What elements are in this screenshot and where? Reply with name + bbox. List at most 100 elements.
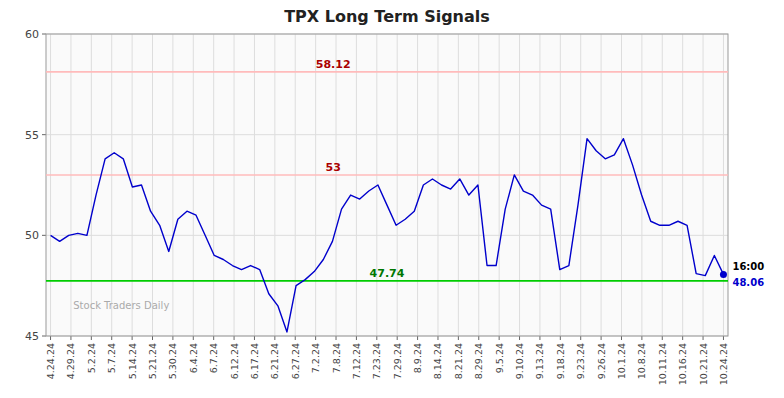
x-grid-line <box>213 34 214 336</box>
y-tick-label: 50 <box>25 229 39 242</box>
x-tick <box>274 336 275 340</box>
x-grid-line <box>254 34 255 336</box>
x-tick <box>560 336 561 340</box>
y-tick-label: 55 <box>25 129 39 142</box>
reference-label: 47.74 <box>370 267 405 280</box>
x-grid-line <box>111 34 112 336</box>
x-tick-label: 6.21.24 <box>269 343 280 379</box>
x-grid-line <box>437 34 438 336</box>
x-tick <box>70 336 71 340</box>
reference-line <box>46 71 728 73</box>
x-tick-label: 5.21.24 <box>147 343 158 379</box>
x-grid-line <box>560 34 561 336</box>
x-grid-line <box>234 34 235 336</box>
x-tick-label: 10.24.24 <box>718 343 729 385</box>
x-grid-line <box>274 34 275 336</box>
x-tick-label: 10.11.24 <box>657 343 668 385</box>
x-grid-line <box>315 34 316 336</box>
x-tick-label: 9.5.24 <box>494 343 505 373</box>
x-tick <box>682 336 683 340</box>
y-tick-label: 45 <box>25 330 39 343</box>
y-tick <box>42 34 46 35</box>
reference-label: 58.12 <box>316 58 351 71</box>
x-tick <box>193 336 194 340</box>
x-tick <box>111 336 112 340</box>
x-tick-label: 5.2.24 <box>86 343 97 373</box>
annotation: 48.06 <box>732 277 764 288</box>
x-grid-line <box>458 34 459 336</box>
x-tick-label: 4.24.24 <box>45 343 56 379</box>
watermark: Stock Traders Daily <box>73 300 169 311</box>
x-grid-line <box>50 34 51 336</box>
last-point <box>720 271 727 278</box>
reference-label: 53 <box>326 161 341 174</box>
y-tick-label: 60 <box>25 28 39 41</box>
x-tick-label: 10.16.24 <box>677 343 688 385</box>
x-grid-line <box>397 34 398 336</box>
x-tick <box>519 336 520 340</box>
x-grid-line <box>641 34 642 336</box>
x-grid-line <box>682 34 683 336</box>
x-tick-label: 6.27.24 <box>290 343 301 379</box>
x-tick <box>213 336 214 340</box>
x-tick-label: 5.7.24 <box>106 343 117 373</box>
x-tick <box>703 336 704 340</box>
x-tick-label: 10.21.24 <box>698 343 709 385</box>
x-tick <box>621 336 622 340</box>
x-tick <box>641 336 642 340</box>
x-tick-label: 6.4.24 <box>188 343 199 373</box>
y-grid-line <box>46 235 728 236</box>
x-tick-label: 7.23.24 <box>371 343 382 379</box>
x-grid-line <box>152 34 153 336</box>
x-tick-label: 5.30.24 <box>167 343 178 379</box>
x-grid-line <box>539 34 540 336</box>
plot-frame <box>46 34 728 336</box>
x-tick-label: 6.12.24 <box>229 343 240 379</box>
x-tick <box>539 336 540 340</box>
x-tick-label: 4.29.24 <box>65 343 76 379</box>
x-tick <box>662 336 663 340</box>
x-tick-label: 9.10.24 <box>514 343 525 379</box>
reference-line <box>46 280 728 282</box>
x-tick <box>132 336 133 340</box>
x-grid-line <box>499 34 500 336</box>
x-tick <box>478 336 479 340</box>
title: TPX Long Term Signals <box>284 7 490 26</box>
x-tick-label: 6.7.24 <box>208 343 219 373</box>
x-tick-label: 8.14.24 <box>432 343 443 379</box>
x-tick-label: 9.26.24 <box>596 343 607 379</box>
x-tick <box>601 336 602 340</box>
y-tick <box>42 134 46 135</box>
x-tick <box>254 336 255 340</box>
plot-background <box>46 34 728 336</box>
x-grid-line <box>621 34 622 336</box>
x-tick <box>580 336 581 340</box>
x-grid-line <box>70 34 71 336</box>
x-tick <box>234 336 235 340</box>
axes: 455055604.24.244.29.245.2.245.7.245.14.2… <box>25 28 729 385</box>
x-grid-line <box>193 34 194 336</box>
x-tick <box>356 336 357 340</box>
x-grid-line <box>601 34 602 336</box>
x-tick-label: 7.8.24 <box>331 343 342 373</box>
x-tick <box>152 336 153 340</box>
x-tick-label: 9.23.24 <box>575 343 586 379</box>
line <box>51 139 724 332</box>
x-tick <box>458 336 459 340</box>
labels: 58.12 53 47.74 16:00 48.06 Stock Traders Dail… <box>73 58 764 311</box>
x-tick <box>499 336 500 340</box>
x-tick <box>376 336 377 340</box>
reference-line <box>46 174 728 176</box>
y-tick <box>42 336 46 337</box>
x-tick <box>417 336 418 340</box>
annotation: 16:00 <box>732 261 764 272</box>
plot-area <box>46 72 728 332</box>
x-tick <box>50 336 51 340</box>
x-tick <box>91 336 92 340</box>
x-tick-label: 8.21.24 <box>453 343 464 379</box>
x-tick <box>397 336 398 340</box>
x-tick-label: 9.18.24 <box>555 343 566 379</box>
x-tick-label: 7.12.24 <box>351 343 362 379</box>
x-tick-label: 9.13.24 <box>534 343 545 379</box>
x-tick <box>336 336 337 340</box>
